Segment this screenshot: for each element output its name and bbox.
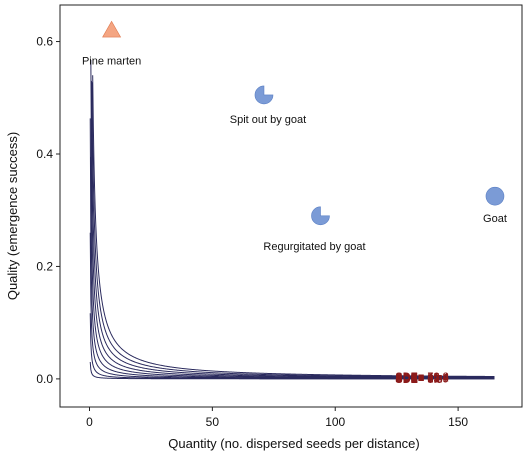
sde-contour-9 <box>92 75 495 377</box>
y-tick-label-4: 0.6 <box>36 35 53 49</box>
y-tick-label-2: 0.2 <box>36 259 53 273</box>
x-tick-label-1: 0 <box>86 415 93 429</box>
sde-contour-label-2: SDE= 3.5 <box>395 374 442 386</box>
x-tick-label-4: 150 <box>448 415 468 429</box>
y-tick-label-3: 0.4 <box>36 147 53 161</box>
plot-border <box>59 4 523 408</box>
point-regurgitated-by-goat-label: Regurgitated by goat <box>263 241 365 253</box>
sde-contour-3 <box>89 232 495 380</box>
sde-contour-label-5: SDE= 21.7 <box>395 373 449 385</box>
point-goat <box>485 186 505 206</box>
point-pine-marten-label: Pine marten <box>82 55 141 67</box>
sde-contour-label-1: SDE= 0.9 <box>395 374 442 386</box>
x-tick-label-2: 50 <box>206 415 220 429</box>
point-pine-marten <box>102 20 122 38</box>
point-goat-label: Goat <box>483 213 507 225</box>
point-regurgitated-by-goat <box>311 206 330 226</box>
sde-contour-label-6: SDE= 31.2 <box>395 373 449 385</box>
sde-contour-label-4: SDE= 13.9 <box>395 373 449 385</box>
x-tick-label-3: 100 <box>325 415 345 429</box>
sde-contour-label-7: SDE= 42.4 <box>395 372 449 384</box>
point-spit-out-by-goat-label: Spit out by goat <box>230 114 306 126</box>
sde-contour-7 <box>90 80 495 378</box>
sde-contour-6 <box>90 59 495 379</box>
sde-contour-label-3: SDE= 7.8 <box>395 374 442 386</box>
sde-contour-label-9: SDE= 70.2 <box>395 371 449 383</box>
sde-contour-8 <box>91 82 495 378</box>
sde-contour-5 <box>90 157 495 379</box>
x-axis-title: Quantity (no. dispersed seeds per distan… <box>168 436 419 451</box>
sde-contour-label-8: SDE= 55.4 <box>395 372 449 384</box>
point-spit-out-by-goat <box>254 85 274 105</box>
y-tick-label-1: 0.0 <box>36 372 53 386</box>
y-axis-title: Quality (emergence success) <box>5 132 20 300</box>
